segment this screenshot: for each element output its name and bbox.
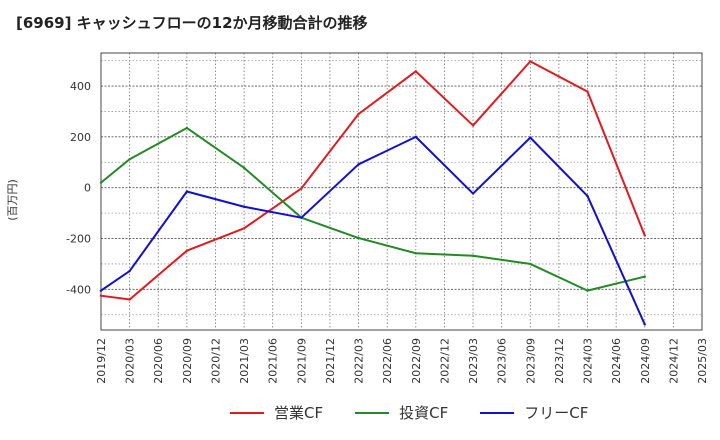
data-point <box>185 126 189 130</box>
data-point <box>643 275 646 278</box>
data-point <box>414 252 418 255</box>
y-tick-label: 0 <box>84 182 91 195</box>
x-tick-label: 2020/03 <box>124 338 137 384</box>
x-tick-label: 2019/12 <box>95 338 108 384</box>
data-point <box>99 289 103 292</box>
x-tick-label: 2021/06 <box>267 338 280 384</box>
data-point <box>586 289 589 292</box>
data-point <box>185 249 189 252</box>
x-tick-label: 2021/12 <box>324 338 337 384</box>
y-tick-label: 400 <box>70 80 91 93</box>
y-tick-label: 200 <box>70 131 91 144</box>
data-point <box>128 269 131 273</box>
data-point <box>471 192 475 195</box>
data-point <box>529 136 532 139</box>
data-point <box>643 234 646 237</box>
data-point <box>471 124 475 127</box>
data-point <box>586 90 589 93</box>
x-tick-label: 2020/06 <box>152 338 165 384</box>
legend-item-operating: 営業CF <box>230 402 323 423</box>
series-lines <box>99 60 646 326</box>
x-tick-label: 2020/09 <box>181 338 194 384</box>
plot-background <box>101 53 702 330</box>
data-point <box>414 135 418 139</box>
data-point <box>242 166 246 170</box>
legend-label-investing: 投資CF <box>399 404 449 422</box>
chart-title: [6969] キャッシュフローの12か月移動合計の推移 <box>16 14 368 32</box>
data-point <box>643 323 646 326</box>
x-tick-label: 2024/03 <box>582 338 595 384</box>
legend-item-free: フリーCF <box>480 402 588 423</box>
y-tick-label: -200 <box>66 233 91 246</box>
x-tick-label: 2022/12 <box>438 338 451 384</box>
data-point <box>128 298 131 301</box>
grid-lines <box>100 53 703 330</box>
x-tick-label: 2022/03 <box>353 338 366 384</box>
legend-swatch-operating <box>230 411 264 414</box>
x-tick-label: 2024/06 <box>610 338 623 384</box>
data-point <box>529 262 532 266</box>
x-tick-label: 2023/09 <box>524 338 537 384</box>
x-tick-label: 2022/09 <box>410 338 423 384</box>
plot-frame <box>100 52 703 331</box>
legend-swatch-free <box>480 411 515 414</box>
data-point <box>471 254 475 257</box>
tick-labels: 400 200 0 -200 -400 2019/12 2020/03 2020/06 2020… <box>66 80 709 384</box>
x-tick-label: 2021/03 <box>238 338 251 384</box>
legend-label-free: フリーCF <box>524 404 589 422</box>
x-tick-label: 2020/12 <box>209 338 222 384</box>
x-tick-label: 2025/03 <box>696 338 709 384</box>
x-tick-label: 2023/06 <box>496 338 509 384</box>
x-tick-label: 2023/03 <box>467 338 480 384</box>
data-point <box>242 227 246 230</box>
legend-item-investing: 投資CF <box>355 402 448 423</box>
data-point <box>414 70 418 73</box>
data-point <box>300 187 303 190</box>
plot-rect <box>101 53 702 330</box>
y-tick-label: -400 <box>66 283 91 296</box>
data-point <box>357 112 360 116</box>
legend: 営業CF 投資CF フリーCF <box>230 402 620 423</box>
y-axis-label: (百万円) <box>6 179 19 221</box>
legend-label-operating: 営業CF <box>274 404 324 422</box>
data-point <box>357 236 360 240</box>
data-point <box>242 205 246 208</box>
data-point <box>99 181 103 184</box>
legend-swatch-investing <box>355 411 390 414</box>
x-tick-label: 2024/12 <box>667 338 680 384</box>
data-point <box>99 294 103 297</box>
data-point <box>128 158 131 161</box>
data-point <box>357 163 360 166</box>
x-tick-label: 2023/12 <box>553 338 566 384</box>
data-point <box>185 190 189 193</box>
x-tick-label: 2021/09 <box>295 338 308 384</box>
data-point <box>529 60 532 63</box>
data-point <box>586 194 589 198</box>
axes <box>100 52 703 331</box>
x-tick-label: 2022/06 <box>381 338 394 384</box>
data-point <box>300 216 303 219</box>
x-tick-label: 2024/09 <box>639 338 652 384</box>
